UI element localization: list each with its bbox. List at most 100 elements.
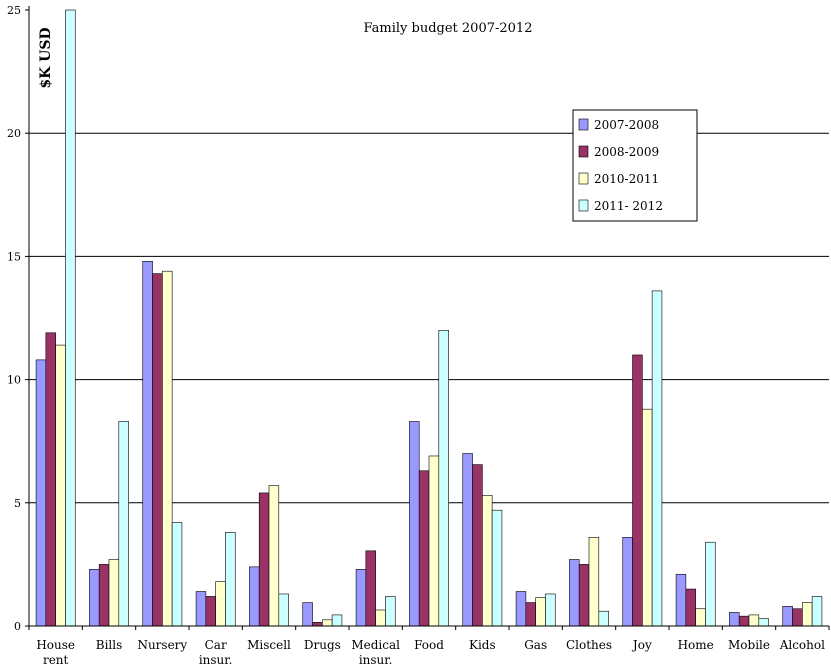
y-axis-ticks: 0 5 10 15 20 25 bbox=[7, 4, 29, 633]
bar bbox=[249, 566, 260, 627]
legend-label: 2011- 2012 bbox=[594, 199, 663, 213]
x-tick-label: House bbox=[36, 638, 75, 652]
bar bbox=[428, 455, 440, 627]
bar bbox=[375, 609, 386, 627]
x-tick-label: Medical bbox=[351, 638, 400, 652]
bar bbox=[462, 453, 473, 627]
bar bbox=[142, 261, 153, 627]
legend-swatch bbox=[578, 172, 589, 185]
bar bbox=[89, 569, 100, 627]
bar bbox=[472, 464, 483, 627]
bar bbox=[782, 605, 793, 627]
bar bbox=[331, 614, 343, 627]
x-tick-label: Home bbox=[678, 638, 714, 652]
x-tick-label: Nursery bbox=[137, 638, 187, 652]
x-tick-label: Food bbox=[414, 638, 444, 652]
y-tick-label: 20 bbox=[7, 127, 21, 140]
bar bbox=[729, 612, 740, 627]
bar bbox=[545, 593, 556, 627]
bar bbox=[35, 359, 47, 627]
legend-swatch bbox=[578, 118, 589, 131]
bar bbox=[195, 591, 207, 627]
bar bbox=[152, 273, 163, 627]
bar bbox=[695, 608, 706, 627]
bar bbox=[65, 9, 76, 627]
bar bbox=[792, 608, 803, 627]
bar bbox=[409, 421, 420, 627]
bar bbox=[215, 581, 226, 627]
y-axis-label: $K USD bbox=[38, 27, 54, 88]
bar bbox=[355, 569, 367, 627]
bar bbox=[525, 602, 536, 627]
legend-swatch bbox=[578, 199, 589, 212]
bar bbox=[632, 354, 643, 627]
bar bbox=[278, 593, 289, 627]
bar bbox=[162, 270, 173, 627]
bar bbox=[268, 485, 280, 627]
bar bbox=[738, 615, 750, 627]
bar bbox=[578, 564, 590, 627]
x-tick-label: Miscell bbox=[247, 638, 291, 652]
bar bbox=[802, 602, 813, 627]
legend-box bbox=[572, 109, 698, 222]
bar bbox=[55, 344, 66, 627]
bar bbox=[171, 522, 183, 627]
legend-label: 2008-2009 bbox=[594, 145, 659, 159]
bar bbox=[302, 602, 313, 627]
bar bbox=[98, 564, 110, 627]
y-tick-label: 0 bbox=[14, 620, 21, 633]
bar bbox=[258, 492, 270, 627]
bar bbox=[651, 290, 663, 627]
bar bbox=[685, 588, 696, 627]
bar bbox=[588, 536, 600, 627]
bar bbox=[482, 495, 493, 627]
bar bbox=[705, 541, 716, 627]
legend-label: 2007-2008 bbox=[594, 118, 659, 132]
bar bbox=[365, 550, 376, 627]
x-tick-label: Car bbox=[205, 638, 227, 652]
bar bbox=[118, 421, 129, 627]
bar bbox=[811, 596, 823, 627]
x-tick-label: Alcohol bbox=[779, 638, 825, 652]
y-tick-label: 15 bbox=[7, 250, 21, 263]
legend-swatch bbox=[578, 145, 589, 158]
x-tick-label: rent bbox=[43, 653, 69, 667]
x-tick-label: Joy bbox=[631, 638, 652, 652]
y-tick-label: 5 bbox=[14, 497, 21, 510]
x-tick-label: insur. bbox=[199, 653, 233, 667]
bar bbox=[642, 408, 653, 627]
bar bbox=[225, 532, 236, 627]
x-tick-label: Bills bbox=[96, 638, 123, 652]
x-tick-label: insur. bbox=[359, 653, 393, 667]
bar bbox=[108, 559, 120, 627]
chart-title: Family budget 2007-2012 bbox=[364, 21, 533, 36]
bar bbox=[385, 596, 396, 627]
bar bbox=[322, 619, 333, 627]
x-tick-label: Clothes bbox=[566, 638, 612, 652]
bar bbox=[622, 536, 633, 627]
y-tick-label: 25 bbox=[7, 4, 21, 17]
bar bbox=[205, 596, 216, 627]
y-tick-label: 10 bbox=[7, 374, 21, 387]
bar bbox=[758, 618, 769, 627]
bar bbox=[312, 621, 323, 627]
bars bbox=[35, 9, 823, 627]
bar bbox=[598, 610, 609, 627]
x-tick-label: Mobile bbox=[728, 638, 770, 652]
bar bbox=[491, 509, 503, 627]
x-tick-label: Gas bbox=[524, 638, 547, 652]
legend-label: 2010-2011 bbox=[594, 172, 659, 186]
bar bbox=[748, 614, 760, 627]
x-tick-label: Kids bbox=[469, 638, 496, 652]
x-tick-label: Drugs bbox=[304, 638, 341, 652]
bar bbox=[535, 597, 546, 627]
bar bbox=[418, 470, 430, 627]
bar bbox=[515, 591, 527, 627]
bar bbox=[438, 330, 449, 627]
legend: 2007-2008 2008-2009 2010-2011 2011- 2012 bbox=[572, 109, 698, 222]
bar bbox=[675, 573, 687, 627]
bar bbox=[45, 332, 56, 627]
bar bbox=[569, 559, 580, 627]
